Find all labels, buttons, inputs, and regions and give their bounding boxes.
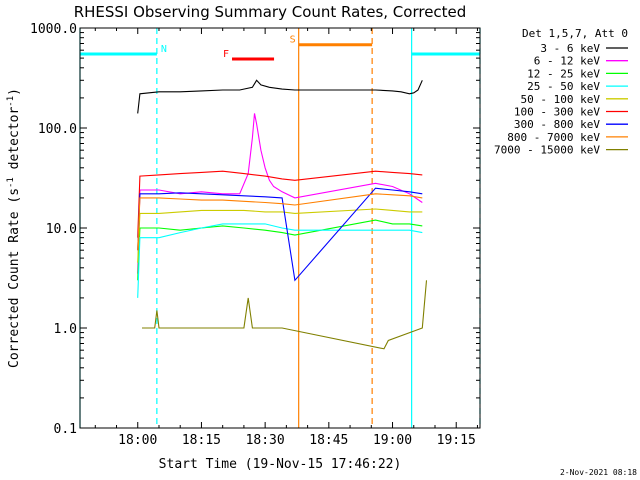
x-axis-label: Start Time (19-Nov-15 17:46:22) <box>159 457 402 472</box>
legend-header: Det 1,5,7, Att 0 <box>522 27 628 40</box>
y-tick-label: 1.0 <box>54 322 77 337</box>
legend-entry-label: 6 - 12 keV <box>534 55 601 68</box>
x-tick-label: 18:45 <box>309 433 348 448</box>
y-label-exp-1: -1 <box>6 177 16 188</box>
timestamp: 2-Nov-2021 08:18 <box>560 468 637 477</box>
x-tick-label: 18:15 <box>182 433 221 448</box>
y-tick-label: 0.1 <box>54 422 77 437</box>
legend-entry-label: 25 - 50 keV <box>527 80 600 93</box>
series-line <box>137 79 423 114</box>
y-axis-label: Corrected Count Rate (s-1 detector-1) <box>6 88 22 368</box>
y-label-part-1: Corrected Count Rate (s <box>7 188 22 368</box>
y-label-exp-2: -1 <box>6 96 16 107</box>
legend-entry-label: 3 - 6 keV <box>540 42 600 55</box>
annotation-label: F <box>223 49 229 60</box>
y-tick-label: 1000.0 <box>30 22 77 37</box>
legend-entry-label: 100 - 300 keV <box>514 106 600 119</box>
legend-entry-label: 300 - 800 keV <box>514 118 600 131</box>
y-tick-label: 10.0 <box>46 222 77 237</box>
chart-title: RHESSI Observing Summary Count Rates, Co… <box>74 3 467 21</box>
legend-entry-label: 50 - 100 keV <box>521 93 601 106</box>
annotation-label: S <box>290 35 296 46</box>
series-line <box>137 223 423 298</box>
series-layer <box>137 79 428 350</box>
legend-entry-label: 7000 - 15000 keV <box>494 144 600 157</box>
x-tick-label: 19:00 <box>373 433 412 448</box>
x-tick-label: 19:15 <box>437 433 476 448</box>
axes-layer: 18:00 18:15 18:30 18:45 19:00 19:15 0.1 1.0 10.0… <box>30 22 480 448</box>
y-tick-label: 100.0 <box>38 122 77 137</box>
series-line <box>137 219 423 281</box>
legend-entry-label: 12 - 25 keV <box>527 67 600 80</box>
y-label-part-2: detector <box>7 107 22 178</box>
legend-entry-label: 800 - 7000 keV <box>507 131 600 144</box>
x-tick-label: 18:00 <box>118 433 157 448</box>
y-label-part-3: ) <box>7 88 22 96</box>
series-line <box>137 187 423 282</box>
series-line <box>137 193 423 251</box>
annotation-label: N <box>161 44 167 55</box>
series-line <box>142 280 428 350</box>
x-tick-label: 18:30 <box>246 433 285 448</box>
series-line <box>137 170 423 238</box>
series-line <box>137 208 423 263</box>
